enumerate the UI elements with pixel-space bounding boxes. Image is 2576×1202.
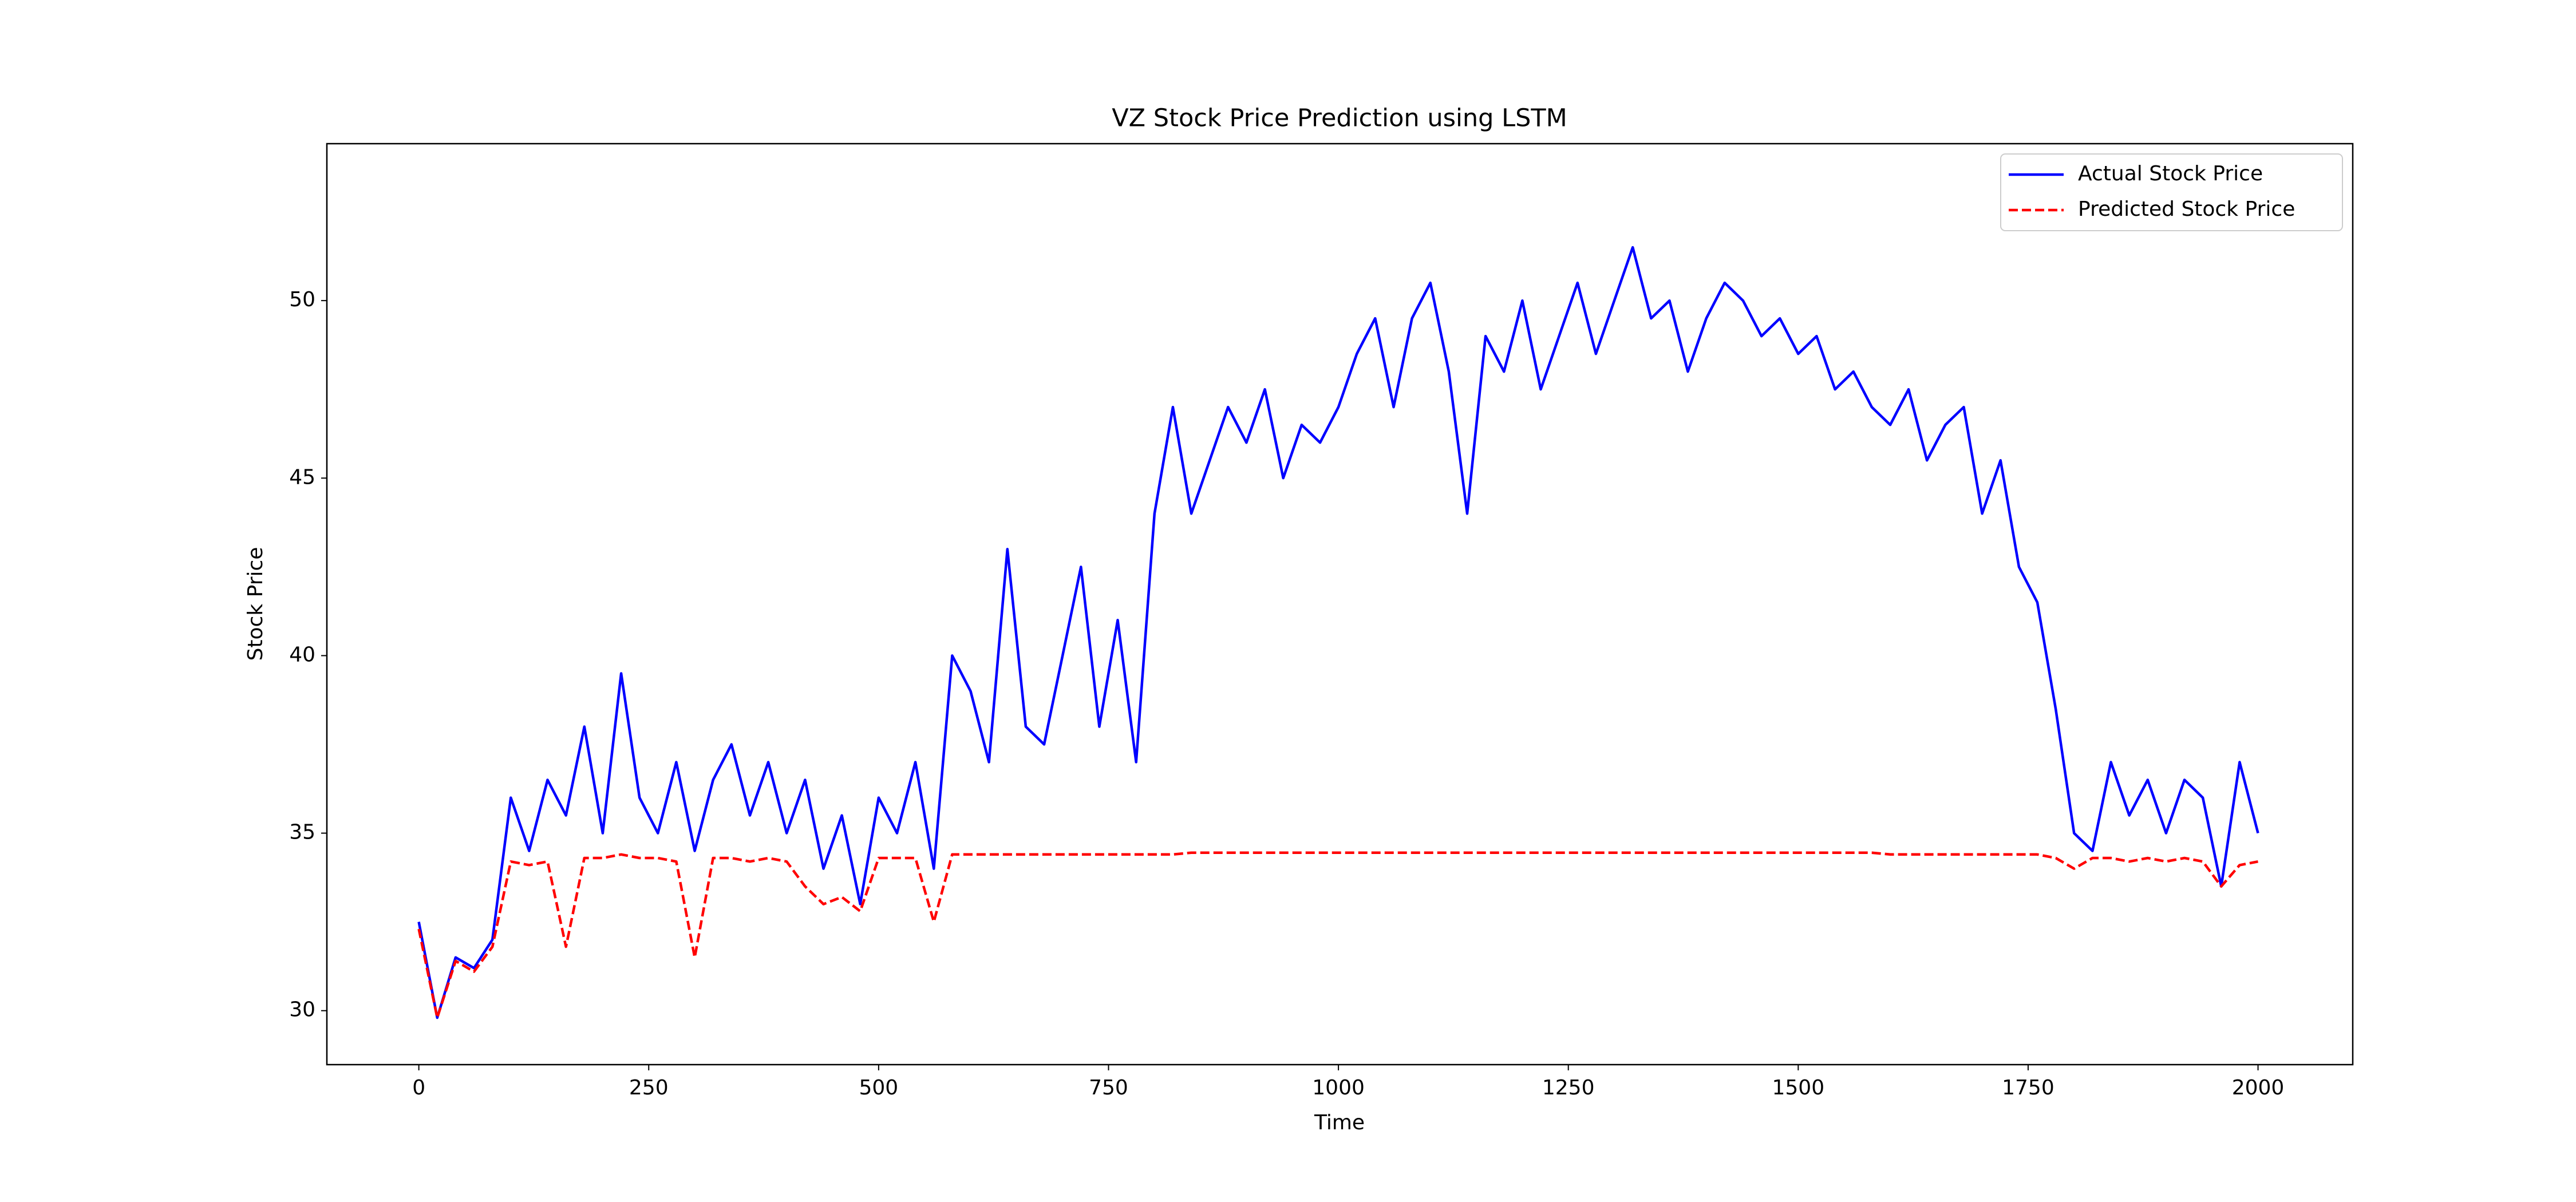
y-tick-label: 40 bbox=[289, 643, 315, 666]
x-tick-label: 0 bbox=[412, 1076, 425, 1100]
x-tick-label: 750 bbox=[1089, 1076, 1128, 1100]
plot-frame bbox=[326, 143, 2354, 1066]
x-tick-label: 1250 bbox=[1542, 1076, 1595, 1100]
legend-box bbox=[2000, 153, 2343, 231]
y-tick-label: 35 bbox=[289, 821, 315, 844]
x-tick-label: 1750 bbox=[2002, 1076, 2055, 1100]
x-tick-label: 500 bbox=[859, 1076, 899, 1100]
chart-title: VZ Stock Price Prediction using LSTM bbox=[1112, 104, 1567, 133]
x-tick-label: 1500 bbox=[1772, 1076, 1825, 1100]
legend-label: Actual Stock Price bbox=[2078, 162, 2263, 185]
x-axis-label: Time bbox=[1314, 1111, 1365, 1134]
y-axis-label: Stock Price bbox=[244, 547, 267, 661]
y-tick-label: 30 bbox=[289, 998, 315, 1022]
legend-label: Predicted Stock Price bbox=[2078, 197, 2295, 221]
x-tick-label: 1000 bbox=[1312, 1076, 1365, 1100]
data-line bbox=[417, 851, 2258, 1019]
data-line bbox=[417, 246, 2259, 1019]
x-tick-label: 250 bbox=[629, 1076, 669, 1100]
x-tick-label: 2000 bbox=[2232, 1076, 2285, 1100]
y-tick-label: 45 bbox=[289, 465, 315, 489]
y-tick-label: 50 bbox=[289, 288, 315, 311]
